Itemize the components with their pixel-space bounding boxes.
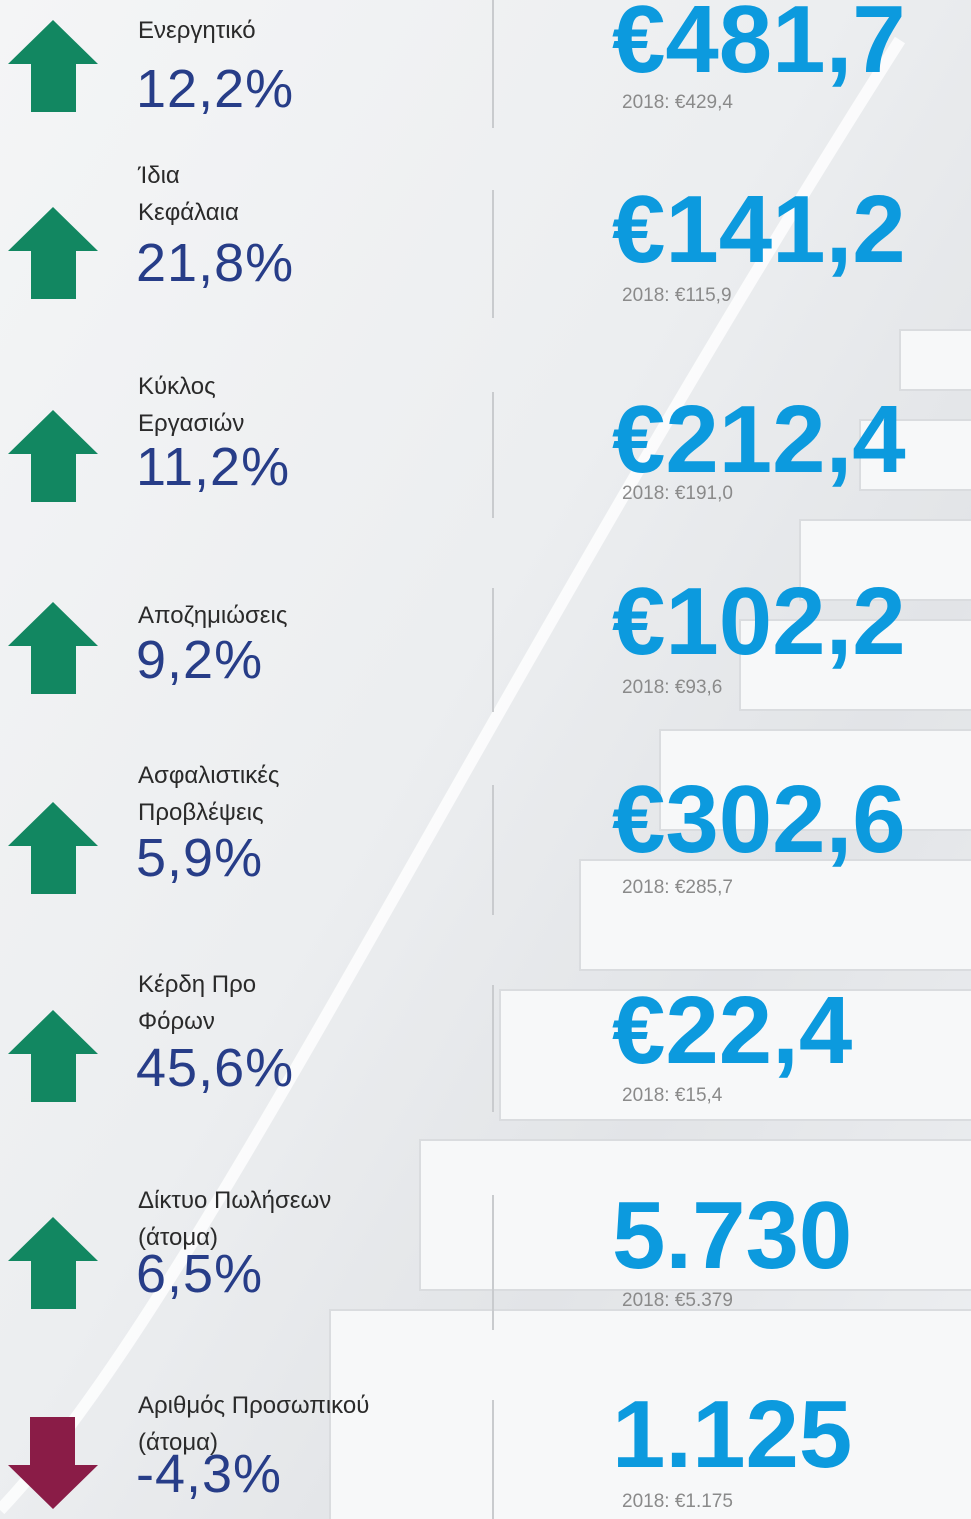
divider xyxy=(492,1400,494,1519)
item-label: Ίδια xyxy=(138,157,180,194)
arrow-down xyxy=(0,1415,100,1515)
value: 5.730 xyxy=(612,1188,852,1284)
arrow-shape xyxy=(8,1217,98,1309)
item-label: Κεφάλαια xyxy=(138,194,239,231)
divider xyxy=(492,1195,494,1330)
arrow-up xyxy=(0,1215,100,1315)
value: €141,2 xyxy=(612,182,906,278)
value: €302,6 xyxy=(612,772,906,868)
arrow-up xyxy=(0,408,100,508)
divider xyxy=(492,392,494,518)
arrow-shape xyxy=(8,207,98,299)
change-percent: 12,2% xyxy=(136,62,294,116)
item-label: Κύκλος xyxy=(138,368,216,405)
item-label: Αριθμός Προσωπικού xyxy=(138,1387,369,1424)
value: €22,4 xyxy=(612,983,852,1079)
arrow-up xyxy=(0,18,100,118)
previous-value: 2018: €285,7 xyxy=(622,878,733,897)
previous-value: 2018: €429,4 xyxy=(622,93,733,112)
item-label: Ασφαλιστικές xyxy=(138,757,279,794)
change-percent: 6,5% xyxy=(136,1247,263,1301)
previous-value: 2018: €15,4 xyxy=(622,1086,722,1105)
value: €212,4 xyxy=(612,392,906,488)
arrow-shape xyxy=(8,1010,98,1102)
divider xyxy=(492,785,494,915)
previous-value: 2018: €5.379 xyxy=(622,1291,733,1310)
value: €102,2 xyxy=(612,574,906,670)
change-percent: 21,8% xyxy=(136,236,294,290)
divider xyxy=(492,588,494,712)
arrow-shape xyxy=(8,1417,98,1509)
divider xyxy=(492,190,494,318)
value: €481,7 xyxy=(612,0,906,88)
arrow-shape xyxy=(8,410,98,502)
previous-value: 2018: €93,6 xyxy=(622,678,722,697)
arrow-up xyxy=(0,800,100,900)
arrow-shape xyxy=(8,20,98,112)
page: Ενεργητικό 12,2% €481,7 2018: €429,4 ΊδιαΚεφ… xyxy=(0,0,971,1519)
divider xyxy=(492,985,494,1112)
divider xyxy=(492,0,494,128)
arrow-up xyxy=(0,205,100,305)
item-label: Προβλέψεις xyxy=(138,794,264,831)
item-label: Ενεργητικό xyxy=(138,12,256,49)
arrow-shape xyxy=(8,802,98,894)
change-percent: 5,9% xyxy=(136,831,263,885)
arrow-shape xyxy=(8,602,98,694)
change-percent: 9,2% xyxy=(136,633,263,687)
change-percent: 45,6% xyxy=(136,1041,294,1095)
item-label: Αποζημιώσεις xyxy=(138,597,287,634)
change-percent: 11,2% xyxy=(136,440,290,494)
item-label: Φόρων xyxy=(138,1003,215,1040)
previous-value: 2018: €1.175 xyxy=(622,1492,733,1511)
arrow-up xyxy=(0,1008,100,1108)
arrow-up xyxy=(0,600,100,700)
change-percent: -4,3% xyxy=(136,1447,282,1501)
value: 1.125 xyxy=(612,1387,852,1483)
previous-value: 2018: €115,9 xyxy=(622,286,732,305)
previous-value: 2018: €191,0 xyxy=(622,484,733,503)
item-label: Δίκτυο Πωλήσεων xyxy=(138,1182,331,1219)
item-label: Κέρδη Προ xyxy=(138,966,256,1003)
